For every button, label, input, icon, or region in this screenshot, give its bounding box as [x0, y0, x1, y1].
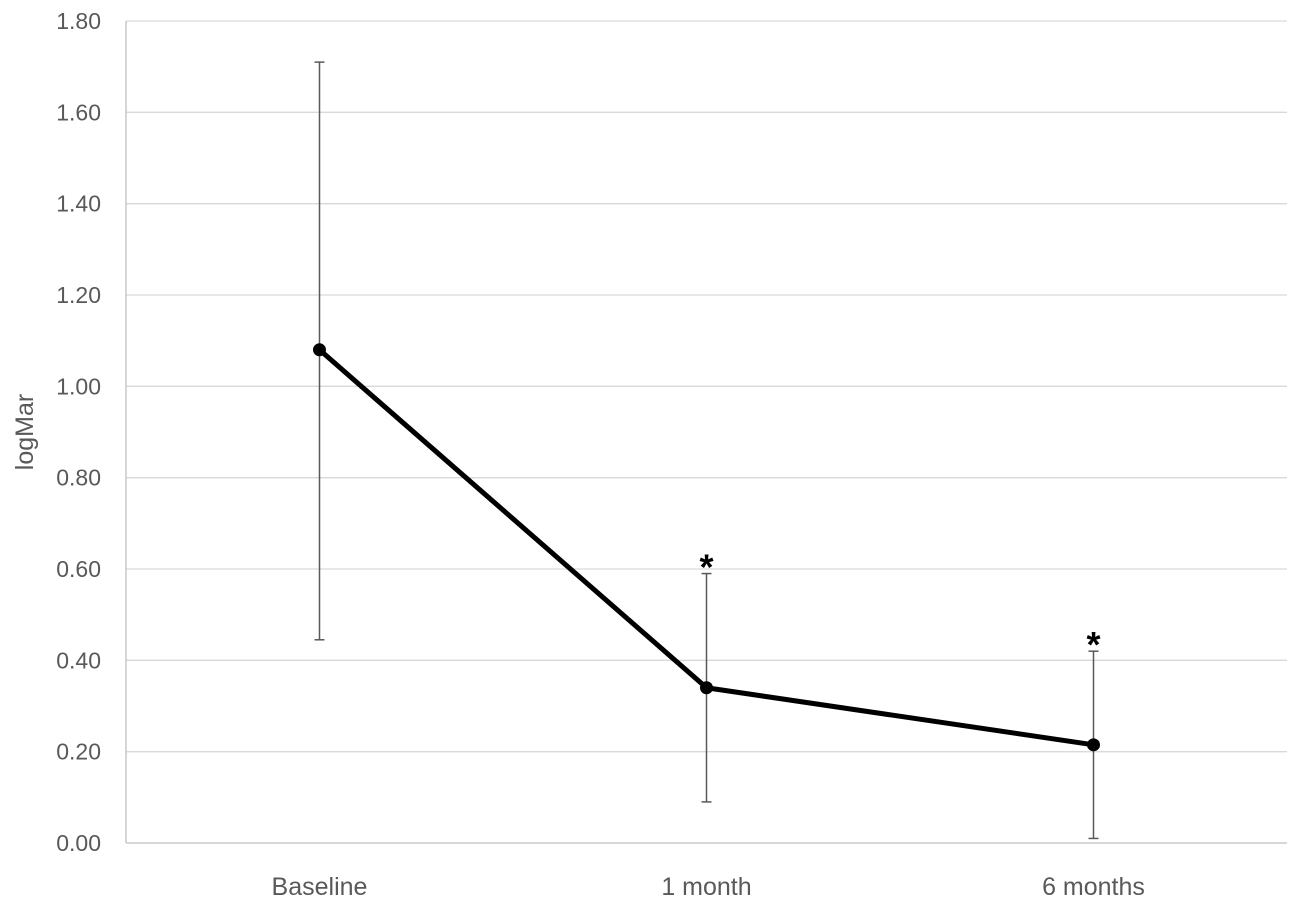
data-point: [313, 343, 326, 357]
x-tick-labels: Baseline 1 month 6 months: [272, 873, 1145, 901]
y-axis-label: logMar: [11, 394, 39, 470]
y-tick-label: 0.00: [56, 830, 101, 856]
y-tick-label: 0.20: [56, 739, 101, 765]
y-tick-label: 1.60: [56, 99, 101, 125]
data-point: [1087, 738, 1100, 752]
y-tick-label: 1.20: [56, 282, 101, 308]
y-tick-label: 0.80: [56, 465, 101, 491]
y-tick-label: 1.40: [56, 191, 101, 217]
axes: [125, 21, 1287, 844]
data-point: [700, 681, 713, 695]
significance-asterisk: *: [699, 547, 713, 588]
x-tick-label: 1 month: [661, 873, 751, 899]
significance-markers: **: [699, 547, 1100, 666]
y-tick-label: 0.40: [56, 647, 101, 673]
y-tick-label: 1.00: [56, 373, 101, 399]
y-tick-label: 1.80: [56, 8, 101, 34]
y-tick-label: 0.60: [56, 556, 101, 582]
significance-asterisk: *: [1086, 624, 1100, 665]
data-points: [313, 343, 1100, 752]
x-tick-label: 6 months: [1042, 873, 1145, 899]
y-tick-labels: 0.00 0.20 0.40 0.60 0.80 1.00 1.20 1.40 1.60 1.80: [56, 8, 101, 856]
x-tick-label: Baseline: [272, 873, 368, 899]
